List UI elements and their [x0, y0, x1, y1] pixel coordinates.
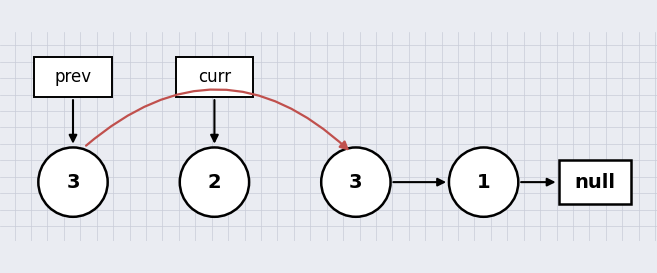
- FancyBboxPatch shape: [559, 160, 631, 204]
- Text: 3: 3: [66, 173, 79, 192]
- FancyArrowPatch shape: [86, 90, 348, 149]
- Circle shape: [38, 147, 108, 217]
- Circle shape: [321, 147, 390, 217]
- Text: curr: curr: [198, 68, 231, 86]
- Text: 1: 1: [477, 173, 490, 192]
- Text: prev: prev: [55, 68, 91, 86]
- Circle shape: [449, 147, 518, 217]
- FancyBboxPatch shape: [34, 57, 112, 97]
- Text: 2: 2: [208, 173, 221, 192]
- Circle shape: [180, 147, 249, 217]
- Text: null: null: [574, 173, 616, 192]
- FancyBboxPatch shape: [175, 57, 253, 97]
- Text: 3: 3: [349, 173, 363, 192]
